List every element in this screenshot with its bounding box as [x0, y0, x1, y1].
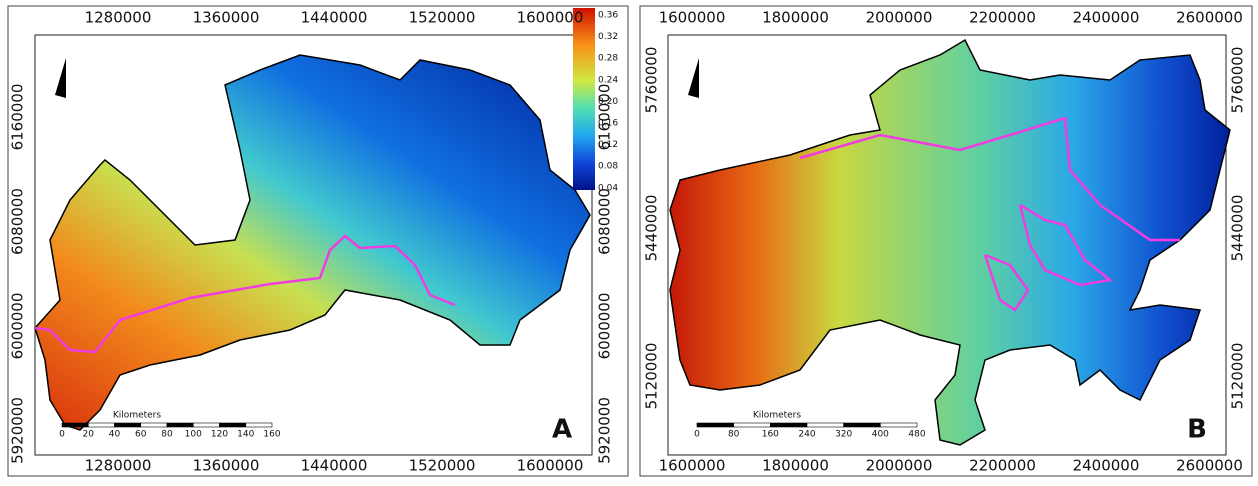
scale-bar-label: 120 — [211, 430, 228, 440]
scale-bar-label: 480 — [908, 430, 925, 440]
x-tick-label: 1600000 — [517, 457, 584, 475]
x-tick-label: 2400000 — [1073, 9, 1140, 27]
scale-bar-segment — [61, 422, 89, 428]
y-tick-label: 6000000 — [9, 293, 27, 360]
scale-bar-segment — [192, 422, 220, 428]
scale-bar-label: 0 — [59, 430, 65, 440]
panel-label: A — [552, 415, 572, 445]
scale-bar-segment — [245, 422, 273, 428]
scale-bar-segment — [219, 422, 247, 428]
map-frame — [34, 34, 593, 456]
colorbar-label: 0.24 — [598, 75, 618, 85]
scale-bar-label: 140 — [237, 430, 254, 440]
colorbar-label: 0.36 — [598, 11, 618, 21]
y-tick-label: 6160000 — [596, 84, 614, 151]
x-tick-label: 1600000 — [517, 9, 584, 27]
scale-bar-label: 80 — [728, 430, 740, 440]
y-tick-label: 6000000 — [596, 293, 614, 360]
x-tick-label: 2600000 — [1176, 9, 1243, 27]
scale-bar-label: 160 — [263, 430, 280, 440]
scale-bar-label: 80 — [161, 430, 173, 440]
x-tick-label: 1800000 — [762, 9, 829, 27]
scale-bar-segment — [733, 422, 771, 428]
north-arrow — [55, 58, 66, 98]
panel-frame — [7, 5, 629, 477]
scale-bar-label: 240 — [798, 430, 815, 440]
scale-bar-segment — [166, 422, 194, 428]
colorbar-label: 0.32 — [598, 32, 618, 42]
x-tick-label: 2000000 — [866, 9, 933, 27]
x-tick-label: 1440000 — [301, 9, 368, 27]
colorbar-label: 0.28 — [598, 54, 618, 64]
scale-bar-label: 400 — [872, 430, 889, 440]
x-tick-label: 1280000 — [85, 457, 152, 475]
x-tick-label: 1600000 — [659, 457, 726, 475]
scale-bar-segment — [140, 422, 168, 428]
panel-label: B — [1187, 415, 1207, 445]
colorbar-label: 0.20 — [598, 97, 618, 107]
y-tick-label: 5120000 — [1229, 343, 1247, 410]
x-tick-label: 2200000 — [969, 9, 1036, 27]
scale-bar-segment — [87, 422, 115, 428]
x-tick-label: 1600000 — [659, 9, 726, 27]
colorbar-label: 0.04 — [598, 183, 618, 193]
scale-bar-segment — [880, 422, 918, 428]
x-tick-label: 1440000 — [301, 457, 368, 475]
scale-bar-title: Kilometers — [753, 411, 801, 421]
scale-bar-segment — [114, 422, 142, 428]
x-tick-label: 1520000 — [409, 457, 476, 475]
region-a — [34, 54, 591, 431]
scale-bar-segment — [696, 422, 734, 428]
y-tick-label: 6080000 — [9, 188, 27, 255]
north-arrow — [688, 58, 699, 98]
scale-bar-label: 60 — [135, 430, 147, 440]
scale-bar-label: 0 — [694, 430, 700, 440]
scale-bar-label: 100 — [185, 430, 202, 440]
y-tick-label: 5920000 — [9, 397, 27, 464]
y-tick-label: 6080000 — [596, 188, 614, 255]
x-tick-label: 2600000 — [1176, 457, 1243, 475]
scale-bar-label: 40 — [109, 430, 121, 440]
colorbar-label: 0.12 — [598, 140, 618, 150]
x-tick-label: 1520000 — [409, 9, 476, 27]
map-frame — [667, 34, 1227, 456]
scale-bar-title: Kilometers — [113, 411, 161, 421]
contour — [34, 234, 456, 354]
x-tick-label: 1360000 — [193, 457, 260, 475]
y-tick-label: 5440000 — [1229, 195, 1247, 262]
panel-frame — [639, 5, 1253, 477]
colorbar-label: 0.16 — [598, 119, 618, 129]
y-tick-label: 5760000 — [643, 47, 661, 114]
x-tick-label: 2400000 — [1073, 457, 1140, 475]
y-tick-label: 5760000 — [1229, 47, 1247, 114]
x-tick-label: 1800000 — [762, 457, 829, 475]
contour — [799, 116, 1180, 312]
x-tick-label: 2200000 — [969, 457, 1036, 475]
y-tick-label: 5440000 — [643, 195, 661, 262]
y-tick-label: 5120000 — [643, 343, 661, 410]
x-tick-label: 2000000 — [866, 457, 933, 475]
x-tick-label: 1280000 — [85, 9, 152, 27]
scale-bar-label: 320 — [835, 430, 852, 440]
y-tick-label: 5920000 — [596, 397, 614, 464]
scale-bar-segment — [806, 422, 844, 428]
x-tick-label: 1360000 — [193, 9, 260, 27]
colorbar — [573, 8, 595, 190]
scale-bar-segment — [843, 422, 881, 428]
region-b — [669, 38, 1231, 446]
scale-bar-label: 20 — [83, 430, 95, 440]
scale-bar-segment — [770, 422, 808, 428]
y-tick-label: 6160000 — [9, 84, 27, 151]
colorbar-label: 0.08 — [598, 162, 618, 172]
scale-bar-label: 160 — [762, 430, 779, 440]
